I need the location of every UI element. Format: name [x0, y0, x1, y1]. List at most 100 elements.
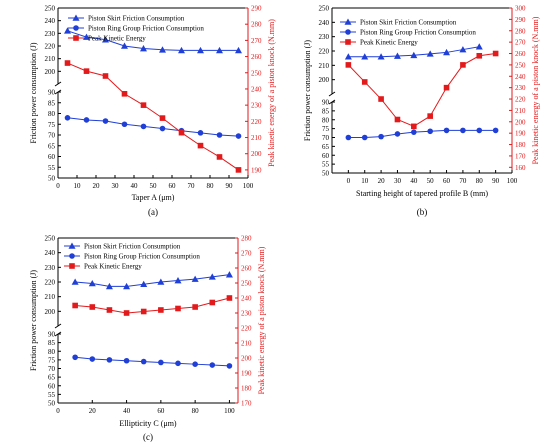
data-point-circle	[64, 115, 71, 121]
x-tick-label: 60	[443, 177, 451, 185]
legend-marker-triangle	[344, 18, 352, 25]
y-right-tick-label: 280	[241, 235, 252, 243]
y-right-tick-label: 230	[241, 310, 252, 318]
x-tick-label: 60	[157, 407, 165, 415]
y-left-axis-label: Friction power consumption (J)	[29, 270, 38, 371]
panel-label: (b)	[417, 207, 428, 217]
y-right-tick-label: 280	[251, 21, 262, 29]
y-right-tick-label: 220	[251, 118, 262, 126]
data-point-triangle	[83, 33, 90, 40]
y-left-tick-label: 250	[45, 5, 56, 13]
x-tick-label: 20	[89, 407, 97, 415]
x-tick-label: 80	[207, 182, 215, 190]
data-point-square	[64, 60, 71, 66]
data-point-triangle	[71, 278, 79, 285]
y-right-tick-label: 210	[251, 134, 262, 142]
x-tick-label: 30	[394, 177, 402, 185]
data-point-square	[140, 308, 147, 315]
data-point-square	[158, 307, 164, 313]
data-point-square	[216, 154, 223, 160]
data-point-square	[123, 310, 130, 316]
x-tick-label: 100	[224, 407, 235, 415]
data-point-triangle	[426, 50, 434, 57]
y-left-tick-label: 60	[48, 153, 56, 161]
data-point-circle	[89, 356, 96, 362]
y-left-tick-label: 90	[48, 89, 56, 97]
data-point-circle	[197, 130, 204, 136]
series-line-1	[67, 30, 239, 51]
y-left-tick-label: 80	[48, 348, 56, 356]
data-point-square	[492, 50, 499, 57]
legend-marker-circle	[69, 253, 75, 259]
x-tick-label: 0	[56, 182, 60, 190]
x-tick-label: 100	[507, 177, 518, 185]
y-left-tick-label: 85	[322, 107, 330, 115]
axis-break-mark	[54, 323, 62, 329]
x-axis-label: Starting height of tapered profile B (mm…	[356, 189, 488, 198]
y-left-tick-label: 85	[48, 339, 56, 347]
data-point-circle	[394, 131, 401, 137]
data-point-circle	[476, 127, 483, 134]
data-point-square	[345, 62, 352, 68]
data-point-square	[159, 115, 166, 121]
y-right-tick-label: 160	[515, 164, 526, 172]
data-point-square	[102, 73, 109, 79]
y-right-tick-label: 180	[241, 385, 252, 393]
y-right-axis-label: Peak kinetic energy of a piston knock (N…	[267, 19, 276, 167]
data-point-circle	[159, 125, 166, 132]
data-point-triangle	[64, 27, 71, 34]
data-point-circle	[83, 117, 90, 123]
data-point-square	[476, 52, 483, 59]
legend-label: Peak Kinetic Energy	[360, 39, 418, 47]
y-right-tick-label: 260	[515, 50, 526, 58]
y-right-tick-label: 240	[241, 295, 252, 303]
chart-panel-1: 0 10 20 30 40 50 60 70 80 90 100 50 55 60 65 70 75 80 85 90…	[29, 5, 276, 218]
y-right-tick-label: 270	[241, 250, 252, 258]
y-left-tick-label: 60	[48, 382, 56, 390]
data-point-triangle	[140, 45, 147, 52]
series-line-1	[75, 274, 230, 287]
data-point-square	[209, 299, 216, 306]
y-left-tick-label: 55	[322, 161, 330, 169]
data-point-circle	[140, 358, 147, 365]
y-right-tick-label: 190	[515, 130, 526, 138]
legend-marker-circle	[73, 25, 79, 31]
x-tick-label: 40	[131, 182, 139, 190]
data-point-square	[226, 295, 233, 301]
x-tick-label: 0	[56, 407, 60, 415]
y-right-tick-label: 270	[515, 39, 526, 47]
legend-label: Peak Kinetic Energy	[84, 263, 142, 271]
data-point-triangle	[377, 53, 385, 60]
data-point-triangle	[235, 46, 242, 54]
y-right-axis-label: Peak kinetic energy of a piston knock (N…	[257, 246, 266, 394]
series-line-3	[75, 297, 230, 314]
y-right-tick-label: 200	[241, 355, 252, 363]
x-tick-label: 100	[243, 182, 254, 190]
x-tick-label: 20	[378, 177, 386, 185]
legend-label: Piston Ring Group Friction Consumption	[360, 29, 476, 37]
y-left-tick-label: 65	[48, 142, 56, 150]
y-right-tick-label: 250	[515, 61, 526, 69]
y-right-tick-label: 210	[515, 107, 526, 115]
y-left-tick-label: 210	[45, 55, 56, 63]
data-point-triangle	[121, 42, 128, 49]
x-tick-label: 90	[492, 177, 500, 185]
data-point-square	[411, 123, 417, 130]
x-axis-label: Taper A (μm)	[132, 193, 175, 202]
data-point-circle	[345, 134, 352, 141]
x-tick-label: 80	[192, 407, 200, 415]
y-right-tick-label: 300	[515, 5, 526, 13]
data-point-square	[72, 302, 78, 309]
data-point-triangle	[140, 280, 148, 287]
data-point-square	[140, 102, 147, 108]
series-line-2	[75, 356, 230, 367]
y-left-tick-label: 50	[322, 170, 330, 178]
x-tick-label: 0	[347, 177, 351, 185]
y-right-tick-label: 290	[515, 16, 526, 24]
y-left-tick-label: 250	[45, 235, 56, 243]
y-left-tick-label: 65	[48, 374, 56, 382]
legend-marker-square	[69, 263, 75, 269]
legend-label: Peak Kinetic Energy	[88, 35, 146, 43]
y-right-tick-label: 220	[515, 96, 526, 104]
y-left-tick-label: 230	[319, 33, 330, 41]
